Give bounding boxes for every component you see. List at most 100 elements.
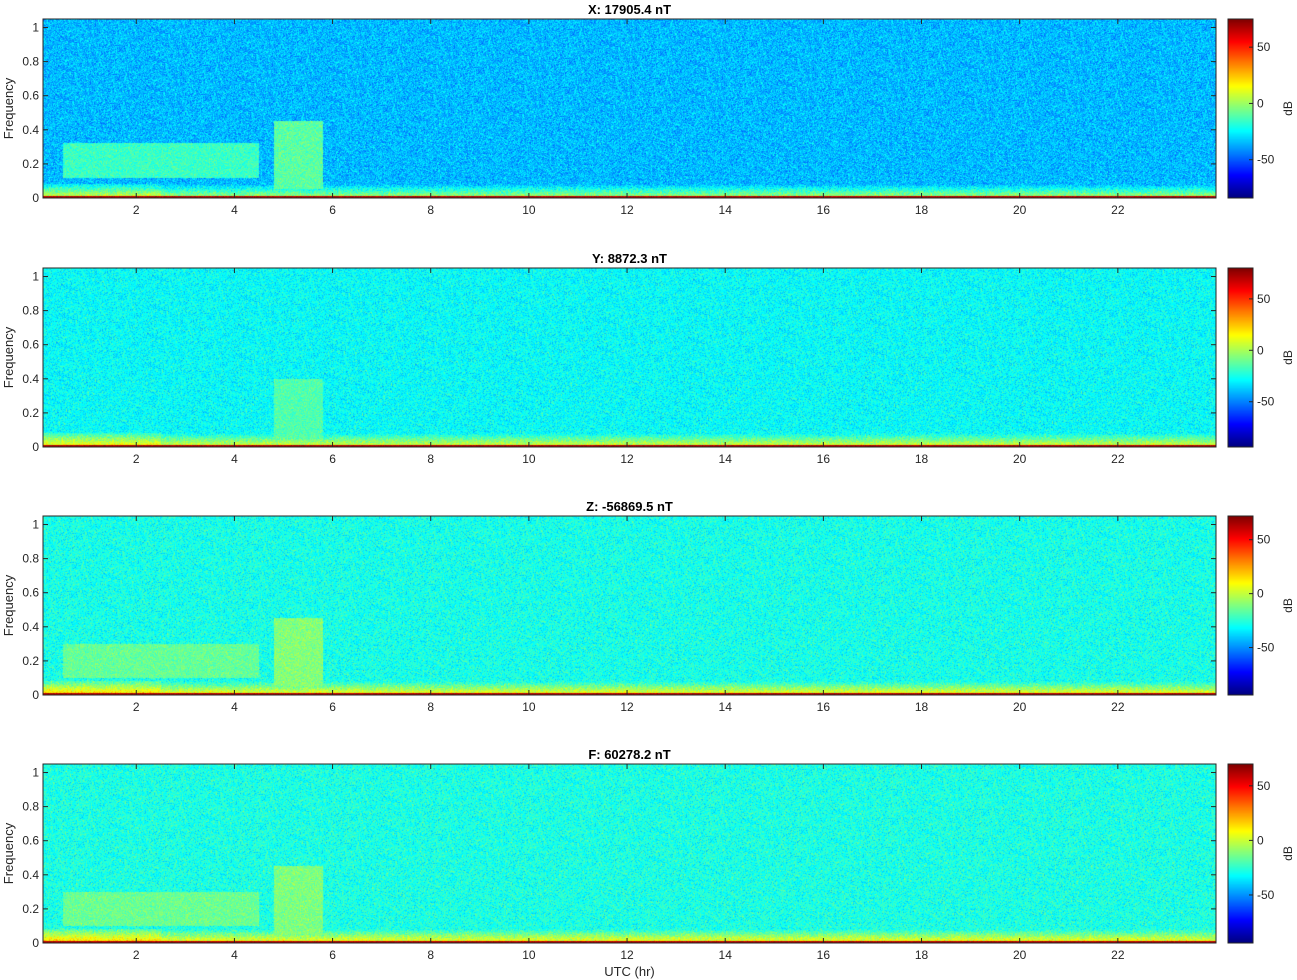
y-tick-label: 0.2 — [22, 902, 39, 916]
colorbar-label: dB — [1281, 598, 1295, 613]
colorbar-tick-label: 0 — [1257, 96, 1264, 110]
y-tick-label: 0.6 — [22, 338, 39, 352]
x-tick-label: 6 — [329, 452, 336, 466]
colorbar-tick-label: 50 — [1257, 40, 1271, 54]
y-tick-label: 0.8 — [22, 304, 39, 318]
spectrogram-heatmap — [43, 764, 1216, 943]
spectrogram-heatmap — [43, 19, 1216, 198]
colorbar-tick-label: -50 — [1257, 395, 1275, 409]
colorbar-box — [1227, 267, 1254, 448]
x-tick-label: 22 — [1111, 948, 1125, 962]
colorbar-tick-label: 50 — [1257, 292, 1271, 306]
y-tick-label: 1 — [32, 766, 39, 780]
x-tick-label: 2 — [133, 700, 140, 714]
y-tick-label: 0 — [32, 191, 39, 205]
x-tick-label: 2 — [133, 948, 140, 962]
y-tick-label: 0.6 — [22, 586, 39, 600]
y-tick-label: 0.8 — [22, 55, 39, 69]
spectrogram-heatmap — [43, 516, 1216, 695]
x-tick-label: 10 — [522, 203, 536, 217]
x-tick-label: 8 — [427, 948, 434, 962]
colorbar-gradient — [1228, 516, 1253, 695]
x-tick-label: 6 — [329, 948, 336, 962]
x-tick-label: 20 — [1013, 203, 1027, 217]
x-tick-label: 8 — [427, 452, 434, 466]
y-axis-label: Frequency — [1, 77, 16, 139]
x-tick-label: 4 — [231, 700, 238, 714]
panel-title: Y: 8872.3 nT — [592, 251, 667, 266]
y-tick-label: 1 — [32, 518, 39, 532]
panel-title: X: 17905.4 nT — [588, 2, 671, 17]
colorbar-tick-label: 0 — [1257, 587, 1264, 601]
y-tick-label: 0 — [32, 440, 39, 454]
colorbar-gradient — [1228, 764, 1253, 943]
plot-axes-box — [42, 18, 1217, 199]
colorbar-tick-label: -50 — [1257, 153, 1275, 167]
x-tick-label: 8 — [427, 203, 434, 217]
x-tick-label: 2 — [133, 452, 140, 466]
y-tick-label: 0.2 — [22, 157, 39, 171]
colorbar-box — [1227, 18, 1254, 199]
x-tick-label: 14 — [719, 948, 733, 962]
x-tick-label: 18 — [915, 700, 929, 714]
y-tick-label: 0 — [32, 688, 39, 702]
y-axis-label: Frequency — [1, 822, 16, 884]
x-tick-label: 16 — [817, 948, 831, 962]
x-tick-label: 14 — [719, 452, 733, 466]
colorbar-tick-label: 0 — [1257, 833, 1264, 847]
y-tick-label: 0.4 — [22, 123, 39, 137]
y-tick-label: 0.4 — [22, 868, 39, 882]
x-tick-label: 16 — [817, 700, 831, 714]
y-tick-label: 0.4 — [22, 372, 39, 386]
x-tick-label: 14 — [719, 700, 733, 714]
x-axis-label: UTC (hr) — [604, 964, 655, 979]
colorbar-label: dB — [1281, 101, 1295, 116]
y-tick-label: 1 — [32, 270, 39, 284]
x-tick-label: 12 — [620, 203, 634, 217]
panel-title: Z: -56869.5 nT — [586, 499, 673, 514]
y-tick-label: 0 — [32, 936, 39, 950]
x-tick-label: 12 — [620, 700, 634, 714]
x-tick-label: 4 — [231, 452, 238, 466]
x-tick-label: 12 — [620, 452, 634, 466]
y-axis-label: Frequency — [1, 574, 16, 636]
colorbar: 50 0 -50 dB — [1227, 515, 1295, 696]
x-tick-label: 22 — [1111, 203, 1125, 217]
y-tick-label: 1 — [32, 21, 39, 35]
colorbar-box — [1227, 515, 1254, 696]
spectrogram-heatmap — [43, 268, 1216, 447]
y-tick-label: 0.6 — [22, 834, 39, 848]
plot-axes-box — [42, 267, 1217, 448]
y-tick-label: 0.8 — [22, 552, 39, 566]
colorbar-tick-label: -50 — [1257, 888, 1275, 902]
y-tick-label: 0.8 — [22, 800, 39, 814]
y-tick-label: 0.2 — [22, 654, 39, 668]
x-tick-label: 18 — [915, 203, 929, 217]
x-tick-label: 6 — [329, 203, 336, 217]
colorbar-tick-label: 50 — [1257, 779, 1271, 793]
x-tick-label: 22 — [1111, 452, 1125, 466]
x-tick-label: 12 — [620, 948, 634, 962]
x-tick-label: 8 — [427, 700, 434, 714]
x-tick-label: 20 — [1013, 948, 1027, 962]
x-tick-label: 20 — [1013, 700, 1027, 714]
x-tick-label: 4 — [231, 948, 238, 962]
colorbar: 50 0 -50 dB — [1227, 18, 1295, 199]
colorbar-gradient — [1228, 19, 1253, 198]
x-tick-label: 10 — [522, 700, 536, 714]
y-tick-label: 0.4 — [22, 620, 39, 634]
colorbar-label: dB — [1281, 350, 1295, 365]
colorbar-label: dB — [1281, 846, 1295, 861]
plot-axes-box — [42, 763, 1217, 944]
y-tick-label: 0.6 — [22, 89, 39, 103]
x-tick-label: 4 — [231, 203, 238, 217]
colorbar: 50 0 -50 dB — [1227, 267, 1295, 448]
colorbar-tick-label: -50 — [1257, 641, 1275, 655]
x-tick-label: 2 — [133, 203, 140, 217]
x-tick-label: 10 — [522, 452, 536, 466]
x-tick-label: 10 — [522, 948, 536, 962]
